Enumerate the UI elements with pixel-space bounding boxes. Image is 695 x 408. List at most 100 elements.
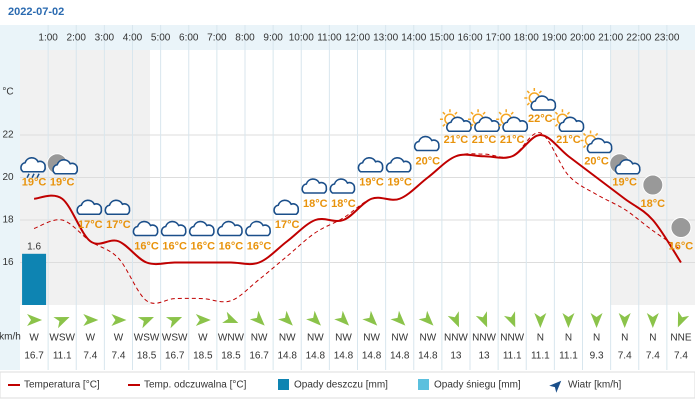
cloud bbox=[132, 220, 159, 237]
wind-direction: W bbox=[114, 333, 124, 344]
temperature-label: 16°C bbox=[191, 240, 216, 252]
rain-drop bbox=[26, 173, 30, 179]
wind-speed: 13 bbox=[450, 351, 462, 362]
wind-direction: WSW bbox=[49, 333, 75, 344]
hour-label: 22:00 bbox=[626, 33, 651, 44]
wind-arrow bbox=[447, 311, 459, 328]
wind-arrow bbox=[475, 311, 488, 328]
wind-arrow bbox=[27, 314, 43, 326]
wind-arrow bbox=[83, 314, 99, 326]
wind-speed: 16.7 bbox=[165, 351, 185, 362]
hour-label: 4:00 bbox=[123, 33, 143, 44]
wind-arrow bbox=[618, 313, 631, 328]
wind-direction: W bbox=[198, 333, 208, 344]
y-tick-label: 16 bbox=[2, 257, 14, 268]
cloud bbox=[273, 199, 300, 216]
wind-arrow bbox=[562, 313, 575, 328]
cloud bbox=[20, 157, 46, 173]
cloud bbox=[104, 199, 131, 216]
rain-drop bbox=[31, 173, 35, 179]
wind-speed: 13 bbox=[479, 351, 491, 362]
wind-direction: W bbox=[86, 333, 96, 344]
hour-label: 9:00 bbox=[263, 33, 283, 44]
wind-speed: 7.4 bbox=[674, 351, 688, 362]
temperature-label: 21°C bbox=[472, 134, 497, 146]
cloud bbox=[52, 159, 79, 175]
cloud bbox=[76, 199, 103, 216]
date: 2022-07-02 bbox=[8, 6, 64, 18]
wind-arrow bbox=[249, 310, 265, 326]
hour-label: 5:00 bbox=[151, 33, 171, 44]
cloud bbox=[558, 116, 585, 133]
wind-speed: 18.5 bbox=[193, 351, 213, 362]
temperature-label: 18°C bbox=[303, 198, 328, 210]
sun-ray bbox=[442, 111, 446, 115]
wind-direction: NW bbox=[279, 333, 296, 344]
temperature-label: 21°C bbox=[444, 134, 469, 146]
hour-label: 2:00 bbox=[67, 33, 87, 44]
sun-ray bbox=[498, 123, 502, 127]
wind-arrow bbox=[418, 310, 434, 326]
wind-direction: N bbox=[621, 333, 628, 344]
cloud bbox=[446, 116, 472, 133]
temperature-label: 19°C bbox=[22, 177, 47, 189]
wind-direction: NW bbox=[251, 333, 268, 344]
temperature-label: 16°C bbox=[219, 240, 244, 252]
moon bbox=[642, 174, 664, 196]
hour-label: 21:00 bbox=[598, 33, 623, 44]
temperature-line bbox=[33, 133, 682, 266]
wind-speed: 11.1 bbox=[559, 351, 578, 362]
legend-label: Wiatr [km/h] bbox=[568, 380, 622, 391]
temperature-label: 17°C bbox=[78, 219, 103, 231]
wind-arrow bbox=[306, 310, 321, 326]
sun-ray bbox=[470, 111, 474, 115]
wind-arrow bbox=[677, 311, 690, 328]
hour-label: 23:00 bbox=[654, 33, 679, 44]
temperature-label: 16°C bbox=[162, 240, 187, 252]
wind-arrow bbox=[195, 314, 211, 326]
wind-speed: 18.5 bbox=[221, 351, 241, 362]
wind-arrow bbox=[534, 313, 547, 328]
hour-label: 11:00 bbox=[317, 33, 342, 44]
legend-swatch bbox=[278, 379, 289, 390]
rain-drop bbox=[36, 173, 40, 179]
wind-speed: 7.4 bbox=[111, 351, 125, 362]
wind-speed: 11.1 bbox=[53, 351, 72, 362]
sun-ray bbox=[510, 111, 514, 115]
wind-speed: 18.5 bbox=[137, 351, 157, 362]
wind-direction: NW bbox=[363, 333, 380, 344]
wind-direction: WNW bbox=[218, 333, 245, 344]
wind-speed: 16.7 bbox=[249, 351, 269, 362]
wind-direction: NW bbox=[307, 333, 324, 344]
hour-label: 10:00 bbox=[289, 33, 314, 44]
temperature-label: 18°C bbox=[331, 198, 356, 210]
temperature-label: 22°C bbox=[528, 113, 553, 125]
wind-speed: 7.4 bbox=[646, 351, 660, 362]
cloud bbox=[357, 157, 384, 173]
sun-ray bbox=[498, 111, 502, 115]
cloud bbox=[413, 135, 440, 152]
temperature-label: 19°C bbox=[387, 177, 412, 189]
wind-direction: NNW bbox=[500, 333, 524, 344]
wind-direction: W bbox=[29, 333, 39, 344]
hour-label: 6:00 bbox=[179, 33, 199, 44]
hour-label: 14:00 bbox=[401, 33, 426, 44]
wind-speed: 9.3 bbox=[590, 351, 604, 362]
temperature-label: 20°C bbox=[416, 155, 441, 167]
wind-arrow bbox=[646, 313, 659, 328]
hour-label: 19:00 bbox=[542, 33, 567, 44]
wind-speed: 14.8 bbox=[362, 351, 382, 362]
legend-swatch bbox=[549, 380, 562, 393]
wind-arrow bbox=[590, 313, 603, 328]
sun-ray bbox=[442, 123, 446, 127]
sun-ray bbox=[526, 90, 530, 94]
sun-ray bbox=[582, 132, 587, 137]
wind-arrow bbox=[111, 314, 127, 326]
y-tick-label: 18 bbox=[2, 215, 14, 226]
wind-speed: 11.1 bbox=[531, 351, 550, 362]
moon bbox=[670, 217, 692, 238]
temperature-label: 21°C bbox=[500, 134, 525, 146]
feels-like-line bbox=[33, 132, 682, 304]
hour-label: 1:00 bbox=[38, 33, 58, 44]
wind-direction: N bbox=[649, 333, 656, 344]
